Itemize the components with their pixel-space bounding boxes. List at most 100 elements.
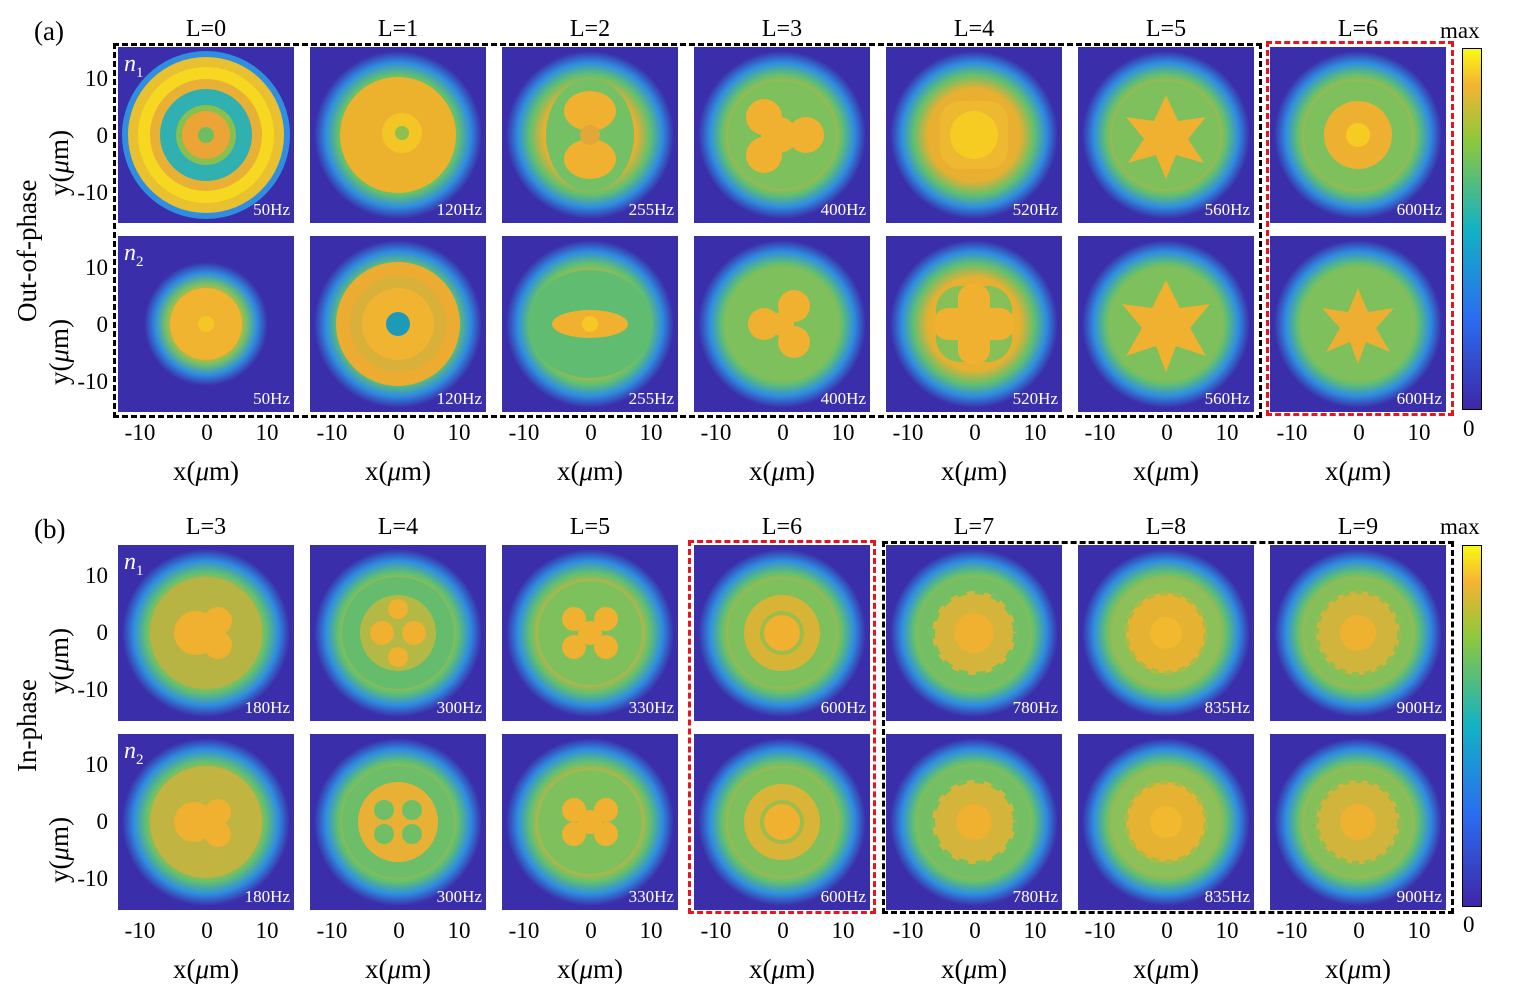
density-map: 835Hz: [1078, 545, 1254, 721]
x-axis-label: x(μm): [1324, 954, 1392, 984]
x-tick: -10: [1276, 918, 1308, 943]
density-map: 600Hz: [1270, 236, 1446, 412]
colorbar-max-label: max: [1440, 514, 1480, 539]
black-dashed-box: [113, 43, 1262, 418]
x-tick: -10: [316, 420, 348, 445]
frequency-label: 400Hz: [820, 389, 866, 408]
y-tick: -10: [77, 866, 108, 891]
colorbar: [1462, 48, 1482, 410]
x-tick: 10: [447, 918, 471, 943]
x-tick: -10: [124, 918, 156, 943]
density-map: n2 50Hz: [118, 236, 294, 412]
x-tick: 10: [639, 918, 663, 943]
y-tick: 10: [85, 752, 108, 777]
column-title: L=9: [1337, 514, 1379, 540]
column-title: L=5: [569, 514, 611, 540]
density-map: 520Hz: [886, 47, 1062, 223]
y-tick: 10: [85, 66, 108, 91]
density-map: 780Hz: [886, 545, 1062, 721]
x-tick: 10: [1407, 918, 1431, 943]
black-dashed-box: [882, 541, 1454, 914]
x-tick: 0: [585, 918, 597, 943]
y-tick: 10: [85, 563, 108, 588]
x-tick: -10: [508, 420, 540, 445]
x-tick: 10: [831, 420, 855, 445]
frequency-label: 50Hz: [253, 389, 290, 408]
row-label-out-of-phase: Out-of-phase: [12, 179, 42, 322]
density-map: 780Hz: [886, 734, 1062, 910]
density-label: n2: [124, 240, 144, 270]
density-map: 900Hz: [1270, 545, 1446, 721]
frequency-label: 120Hz: [436, 200, 482, 219]
density-label: n1: [124, 549, 144, 579]
x-tick: 0: [201, 918, 213, 943]
column-title: L=1: [377, 16, 419, 42]
x-tick: 0: [585, 420, 597, 445]
frequency-label: 600Hz: [1396, 200, 1442, 219]
frequency-label: 900Hz: [1396, 887, 1442, 906]
frequency-label: 255Hz: [628, 200, 674, 219]
column-title: L=5: [1145, 16, 1187, 42]
x-tick: 10: [1023, 420, 1047, 445]
density-map: 600Hz: [694, 734, 870, 910]
panel-label-b: (b): [34, 514, 66, 544]
frequency-label: 835Hz: [1204, 887, 1250, 906]
density-map: 900Hz: [1270, 734, 1446, 910]
x-tick: 0: [201, 420, 213, 445]
y-tick: 10: [85, 255, 108, 280]
density-map: 255Hz: [502, 236, 678, 412]
y-tick: -10: [77, 369, 108, 394]
x-tick: 10: [1023, 918, 1047, 943]
frequency-label: 120Hz: [436, 389, 482, 408]
y-tick: 0: [96, 809, 109, 834]
x-tick: -10: [700, 918, 732, 943]
y-tick: 0: [96, 312, 109, 337]
x-tick: -10: [1276, 420, 1308, 445]
red-dashed-box: [1266, 41, 1454, 416]
density-map: 330Hz: [502, 545, 678, 721]
frequency-label: 780Hz: [1012, 698, 1058, 717]
y-tick: 0: [96, 123, 109, 148]
frequency-label: 560Hz: [1204, 389, 1250, 408]
frequency-label: 560Hz: [1204, 200, 1250, 219]
frequency-label: 330Hz: [628, 698, 674, 717]
frequency-label: 400Hz: [820, 200, 866, 219]
row-label-in-phase: In-phase: [12, 679, 42, 772]
column-title: L=6: [761, 514, 803, 540]
x-tick: 0: [969, 918, 981, 943]
density-map: 330Hz: [502, 734, 678, 910]
x-tick: 0: [1353, 420, 1365, 445]
x-axis-label: x(μm): [1324, 456, 1392, 486]
frequency-label: 835Hz: [1204, 698, 1250, 717]
density-map: 835Hz: [1078, 734, 1254, 910]
x-axis-label: x(μm): [940, 456, 1008, 486]
x-tick: -10: [700, 420, 732, 445]
density-label: n1: [124, 51, 144, 81]
x-tick: 10: [447, 420, 471, 445]
density-map: n1 50Hz: [118, 47, 294, 223]
column-title: L=7: [953, 514, 995, 540]
density-map: 300Hz: [310, 545, 486, 721]
x-tick: 10: [639, 420, 663, 445]
y-tick: -10: [77, 677, 108, 702]
x-tick: 0: [1161, 918, 1173, 943]
density-map: 120Hz: [310, 236, 486, 412]
column-title: L=0: [185, 16, 227, 42]
x-tick: -10: [124, 420, 156, 445]
x-tick: 10: [831, 918, 855, 943]
x-tick: -10: [1084, 420, 1116, 445]
frequency-label: 180Hz: [244, 887, 290, 906]
x-tick: 0: [777, 918, 789, 943]
frequency-label: 520Hz: [1012, 200, 1058, 219]
x-tick: -10: [892, 918, 924, 943]
density-map: 560Hz: [1078, 236, 1254, 412]
frequency-label: 600Hz: [1396, 389, 1442, 408]
column-title: L=4: [377, 514, 419, 540]
density-map: 560Hz: [1078, 47, 1254, 223]
x-tick: 0: [393, 420, 405, 445]
frequency-label: 520Hz: [1012, 389, 1058, 408]
x-axis-label: x(μm): [364, 954, 432, 984]
x-tick: 10: [1407, 420, 1431, 445]
frequency-label: 900Hz: [1396, 698, 1442, 717]
frequency-label: 180Hz: [244, 698, 290, 717]
